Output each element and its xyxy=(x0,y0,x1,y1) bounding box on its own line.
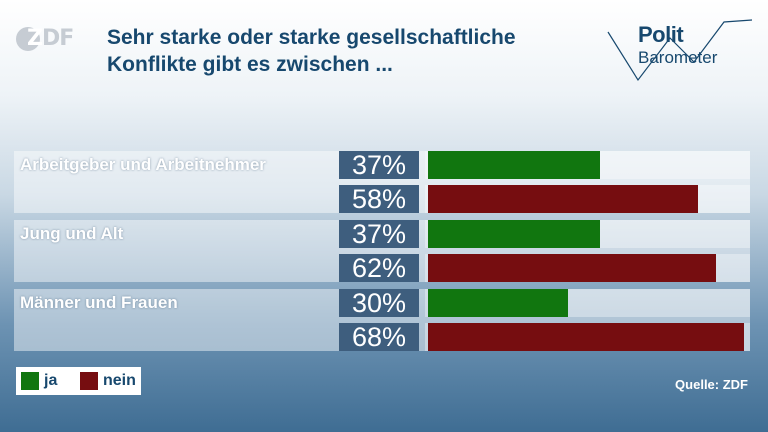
data-label-ja: 37% xyxy=(339,220,419,248)
zdf-logo-circle xyxy=(16,27,40,51)
politbarometer-logo-lines-icon xyxy=(607,19,753,82)
category-label: Arbeitgeber und Arbeitnehmer xyxy=(20,155,266,174)
bar-ja xyxy=(428,289,568,317)
bar-nein xyxy=(428,323,744,351)
legend-label-nein: nein xyxy=(103,372,136,389)
category-label: Jung und Alt xyxy=(20,224,124,243)
brand-line-1: Polit xyxy=(638,22,684,47)
bar-ja xyxy=(428,220,600,248)
source-note: Quelle: ZDF xyxy=(675,377,748,392)
data-label-nein: 62% xyxy=(339,254,419,282)
zdf-logo-text: ZDF xyxy=(27,26,74,51)
data-label-ja: 30% xyxy=(339,289,419,317)
bar-ja xyxy=(428,151,600,179)
title-line-2: Konflikte gibt es zwischen ... xyxy=(107,53,393,76)
zdf-logo: ZDF xyxy=(16,24,80,54)
brand-line-2: Barometer xyxy=(638,48,718,67)
data-label-ja: 37% xyxy=(339,151,419,179)
legend-label-ja: ja xyxy=(44,372,58,389)
category-label: Männer und Frauen xyxy=(20,293,178,312)
politbarometer-logo: Polit Barometer xyxy=(604,16,754,86)
page-title: Sehr starke oder starke gesellschaftlich… xyxy=(107,24,577,78)
data-label-nein: 58% xyxy=(339,185,419,213)
legend-swatch-nein xyxy=(80,372,98,390)
legend: ja nein xyxy=(16,367,141,395)
bar-nein xyxy=(428,254,716,282)
legend-swatch-ja xyxy=(21,372,39,390)
title-line-1: Sehr starke oder starke gesellschaftlich… xyxy=(107,26,516,49)
data-label-nein: 68% xyxy=(339,323,419,351)
bar-nein xyxy=(428,185,698,213)
